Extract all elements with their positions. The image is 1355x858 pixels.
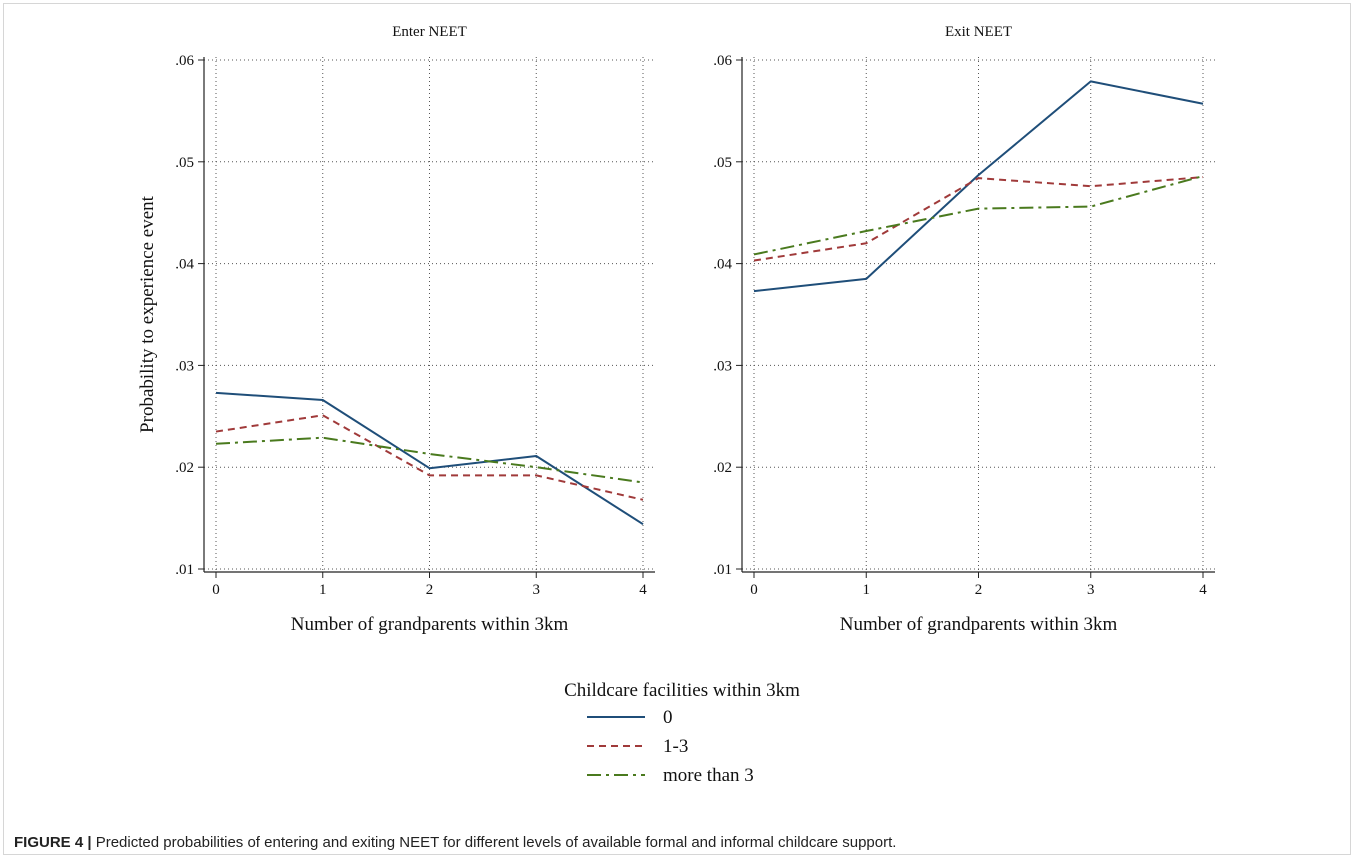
- series-line-exit-2: [753, 176, 1204, 262]
- y-tick-label: .03: [175, 358, 194, 374]
- series-line-exit-1: [753, 80, 1204, 293]
- y-tick-label: .05: [175, 155, 194, 171]
- legend-label-2: 1-3: [663, 736, 688, 757]
- panel-title-exit: Exit NEET: [945, 24, 1012, 40]
- x-tick-label: 4: [639, 582, 647, 598]
- y-tick-label: .06: [713, 53, 732, 69]
- y-tick-label: .01: [713, 562, 732, 578]
- series-line-exit-3: [753, 175, 1204, 256]
- x-tick-label: 2: [975, 582, 983, 598]
- panel-title-enter: Enter NEET: [392, 24, 467, 40]
- y-tick-label: .04: [713, 257, 732, 273]
- legend-label-3: more than 3: [663, 765, 754, 786]
- y-axis-label-enter: Probability to experience event: [137, 195, 158, 433]
- y-tick-label: .02: [713, 460, 732, 476]
- x-axis-label-exit: Number of grandparents within 3km: [840, 614, 1118, 635]
- y-tick-label: .01: [175, 562, 194, 578]
- series-line-enter-1: [215, 391, 644, 526]
- x-tick-label: 2: [426, 582, 434, 598]
- y-tick-label: .02: [175, 460, 194, 476]
- x-axis-label-enter: Number of grandparents within 3km: [291, 614, 569, 635]
- x-tick-label: 1: [863, 582, 871, 598]
- y-tick-label: .03: [713, 358, 732, 374]
- y-tick-label: .04: [175, 257, 194, 273]
- x-tick-label: 0: [212, 582, 220, 598]
- caption-label: FIGURE 4 |: [14, 834, 92, 851]
- legend-title: Childcare facilities within 3km: [564, 680, 800, 701]
- y-tick-label: .06: [175, 53, 194, 69]
- series-line-enter-2: [215, 414, 644, 501]
- caption-text: Predicted probabilities of entering and …: [91, 834, 897, 851]
- x-tick-label: 3: [533, 582, 541, 598]
- x-tick-label: 3: [1087, 582, 1095, 598]
- figure-frame: [3, 3, 1351, 855]
- x-tick-label: 1: [319, 582, 327, 598]
- x-tick-label: 4: [1199, 582, 1207, 598]
- series-line-enter-3: [215, 436, 644, 484]
- legend-label-1: 0: [663, 707, 673, 728]
- figure-caption: FIGURE 4 | Predicted probabilities of en…: [14, 834, 896, 851]
- y-tick-label: .05: [713, 155, 732, 171]
- chart-svg: Enter NEET .01 .02 .03 .04 .05 .06 0 1 2 3 4 Number …: [137, 24, 1215, 786]
- x-tick-label: 0: [750, 582, 758, 598]
